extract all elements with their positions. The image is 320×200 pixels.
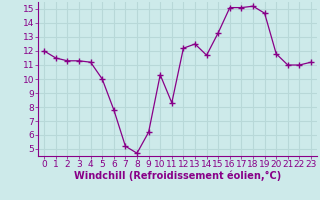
X-axis label: Windchill (Refroidissement éolien,°C): Windchill (Refroidissement éolien,°C) [74,171,281,181]
